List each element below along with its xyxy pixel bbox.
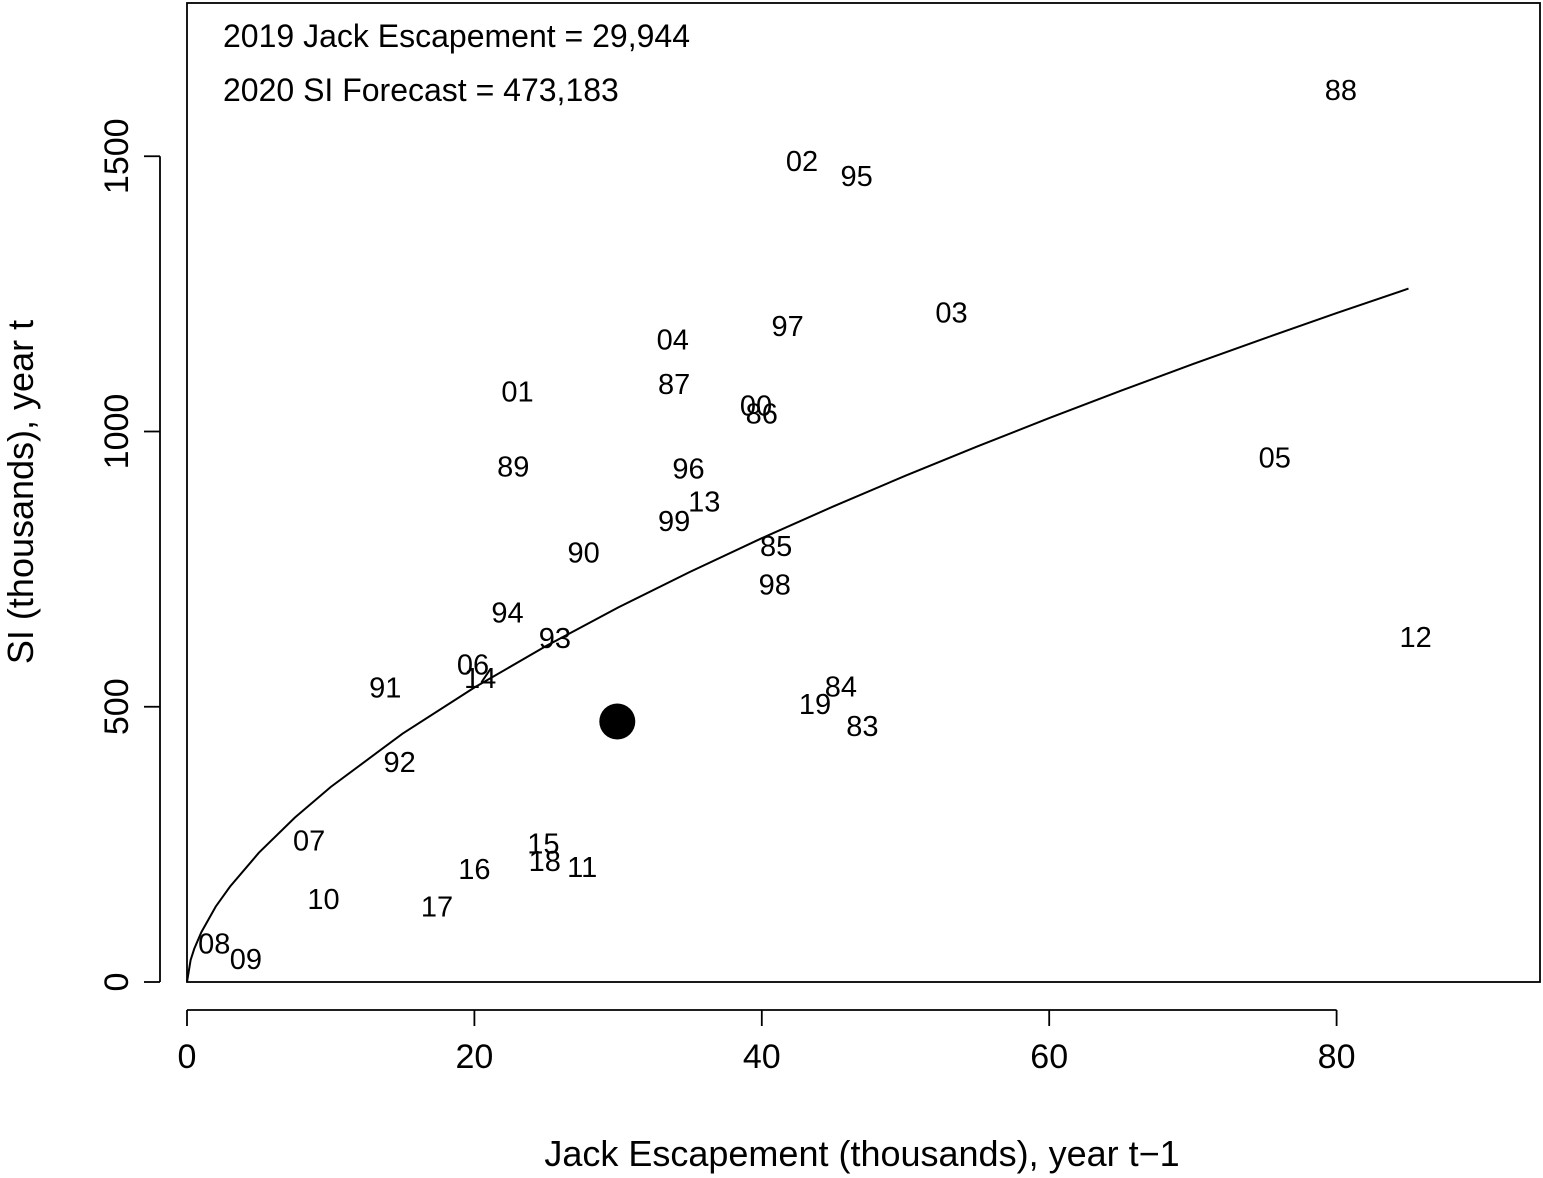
point-label-10: 10 [307, 884, 339, 916]
point-label-84: 84 [825, 671, 857, 703]
point-label-15: 15 [527, 828, 559, 860]
annotation-si-forecast: 2020 SI Forecast = 473,183 [223, 72, 619, 108]
fit-curve [186, 287, 1409, 983]
point-label-14: 14 [464, 663, 496, 695]
point-label-00: 00 [740, 391, 772, 423]
point-label-07: 07 [293, 826, 325, 858]
y-axis-title: SI (thousands), year t [0, 320, 41, 664]
plot-frame [186, 2, 1541, 983]
point-labels: 83 84 85 86 87 88 89 90 91 92 93 94 95 96 97 98 99 00 01 02… [198, 75, 1432, 976]
point-label-12: 12 [1400, 622, 1432, 654]
point-label-08: 08 [198, 928, 230, 960]
point-label-87: 87 [658, 369, 690, 401]
point-label-19: 19 [799, 689, 831, 721]
forecast-point [599, 703, 636, 740]
x-axis: 0 20 40 60 80 [178, 1009, 1356, 1076]
point-label-89: 89 [497, 452, 529, 484]
annotation-jack-escapement: 2019 Jack Escapement = 29,944 [223, 18, 690, 54]
point-label-06: 06 [457, 649, 489, 681]
point-label-01: 01 [501, 376, 533, 408]
point-label-88: 88 [1325, 75, 1357, 107]
y-tick-label: 500 [98, 678, 136, 735]
point-label-97: 97 [772, 311, 804, 343]
x-tick-label: 60 [1030, 1038, 1068, 1076]
point-label-98: 98 [759, 570, 791, 602]
point-label-13: 13 [688, 486, 720, 518]
x-axis-title: Jack Escapement (thousands), year t−1 [544, 1133, 1179, 1174]
point-label-99: 99 [658, 506, 690, 538]
point-label-05: 05 [1259, 442, 1291, 474]
x-tick-label: 80 [1318, 1038, 1356, 1076]
point-label-95: 95 [841, 161, 873, 193]
point-label-11: 11 [567, 852, 597, 884]
point-label-96: 96 [672, 453, 704, 485]
y-tick-label: 1500 [98, 118, 136, 194]
point-label-85: 85 [760, 531, 792, 563]
y-tick-label: 1000 [98, 394, 136, 470]
point-label-86: 86 [746, 398, 778, 430]
point-label-03: 03 [935, 298, 967, 330]
y-tick-label: 0 [98, 973, 136, 992]
point-label-90: 90 [567, 538, 599, 570]
x-tick-label: 40 [743, 1038, 781, 1076]
point-label-16: 16 [458, 854, 490, 886]
point-label-94: 94 [491, 598, 523, 630]
point-label-93: 93 [539, 623, 571, 655]
point-label-04: 04 [657, 325, 689, 357]
point-label-18: 18 [529, 846, 561, 878]
y-axis: 0 500 1000 1500 [98, 118, 161, 992]
point-label-09: 09 [230, 944, 262, 976]
point-label-91: 91 [369, 672, 401, 704]
x-tick-label: 0 [178, 1038, 197, 1076]
x-tick-label: 20 [455, 1038, 493, 1076]
point-label-17: 17 [421, 892, 453, 924]
point-label-83: 83 [846, 711, 878, 743]
point-label-92: 92 [384, 747, 416, 779]
point-label-02: 02 [786, 146, 818, 178]
